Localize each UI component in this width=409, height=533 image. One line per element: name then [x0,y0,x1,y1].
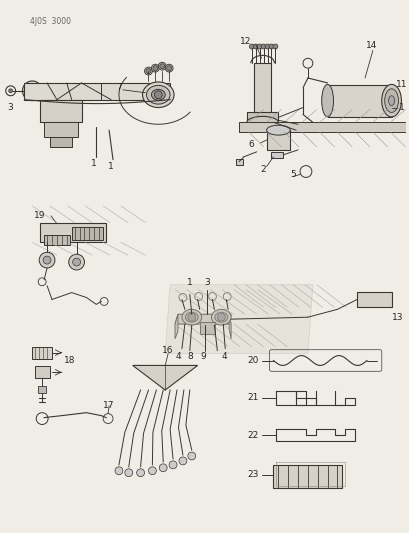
Text: 19: 19 [34,211,46,220]
Text: 23: 23 [246,470,258,479]
Circle shape [160,64,164,69]
Polygon shape [273,465,342,488]
Polygon shape [40,223,106,243]
Circle shape [249,44,254,49]
Text: 8: 8 [187,352,192,361]
Polygon shape [44,236,70,245]
Ellipse shape [211,309,231,325]
Polygon shape [175,314,231,324]
Polygon shape [253,63,270,117]
Circle shape [151,64,159,72]
Ellipse shape [321,84,333,117]
Circle shape [217,313,225,321]
Ellipse shape [266,125,290,135]
Polygon shape [38,386,46,393]
Text: 3: 3 [8,103,13,112]
Polygon shape [40,100,81,122]
Text: 14: 14 [365,41,377,50]
Ellipse shape [151,90,165,100]
Text: 16: 16 [162,346,173,355]
Text: 6: 6 [247,140,253,149]
Circle shape [187,452,195,460]
Text: 1: 1 [398,103,403,112]
Circle shape [146,69,151,74]
Text: 17: 17 [103,401,115,410]
Circle shape [43,256,51,264]
Circle shape [268,44,273,49]
Circle shape [253,44,258,49]
Circle shape [22,81,42,101]
Circle shape [144,67,152,75]
Circle shape [115,467,123,475]
Circle shape [154,91,162,99]
Text: 20: 20 [246,356,258,365]
Circle shape [124,469,133,477]
Text: 4: 4 [175,352,180,361]
Text: 22: 22 [246,431,258,440]
Ellipse shape [388,96,393,106]
Text: 13: 13 [391,313,402,322]
Text: 1: 1 [187,278,192,287]
Polygon shape [44,122,77,137]
Polygon shape [50,137,72,147]
Polygon shape [175,314,178,339]
Circle shape [153,66,157,70]
Text: 18: 18 [64,356,75,365]
Polygon shape [133,366,197,390]
Ellipse shape [381,84,400,117]
Ellipse shape [182,309,201,325]
Circle shape [187,313,195,321]
Circle shape [265,44,270,49]
Text: 11: 11 [395,80,406,90]
Text: 9: 9 [200,352,206,361]
Polygon shape [199,322,215,334]
Polygon shape [236,159,243,165]
Text: 5: 5 [290,170,295,179]
Polygon shape [246,112,278,122]
Polygon shape [266,130,290,150]
Circle shape [272,44,277,49]
Circle shape [179,457,187,465]
Text: 2: 2 [260,165,266,174]
Circle shape [169,461,177,469]
Text: 1: 1 [108,162,114,171]
Polygon shape [25,83,170,100]
Polygon shape [32,347,52,359]
Text: 12: 12 [240,37,251,46]
Circle shape [69,254,84,270]
Polygon shape [165,285,312,353]
Polygon shape [35,366,50,378]
Polygon shape [270,152,283,158]
Ellipse shape [384,89,398,112]
Circle shape [166,66,171,70]
Circle shape [165,64,173,72]
Text: 3: 3 [204,278,210,287]
Circle shape [26,85,38,96]
Polygon shape [229,314,231,339]
Polygon shape [356,292,391,308]
Ellipse shape [142,82,174,108]
Circle shape [158,62,166,70]
Circle shape [261,44,265,49]
Text: 21: 21 [246,393,258,402]
Circle shape [39,252,55,268]
Polygon shape [327,85,391,117]
Ellipse shape [246,116,278,128]
Circle shape [136,469,144,477]
Ellipse shape [185,312,198,322]
Circle shape [159,464,167,472]
Circle shape [148,467,156,475]
Polygon shape [238,122,405,132]
Ellipse shape [214,312,227,322]
Circle shape [9,89,13,93]
Ellipse shape [146,85,170,104]
Text: 7: 7 [116,83,121,92]
Text: 4: 4 [221,352,227,361]
Text: 4J0S  3000: 4J0S 3000 [30,18,71,27]
Circle shape [256,44,261,49]
Text: 1: 1 [90,159,96,168]
Circle shape [72,258,80,266]
Polygon shape [72,227,103,240]
